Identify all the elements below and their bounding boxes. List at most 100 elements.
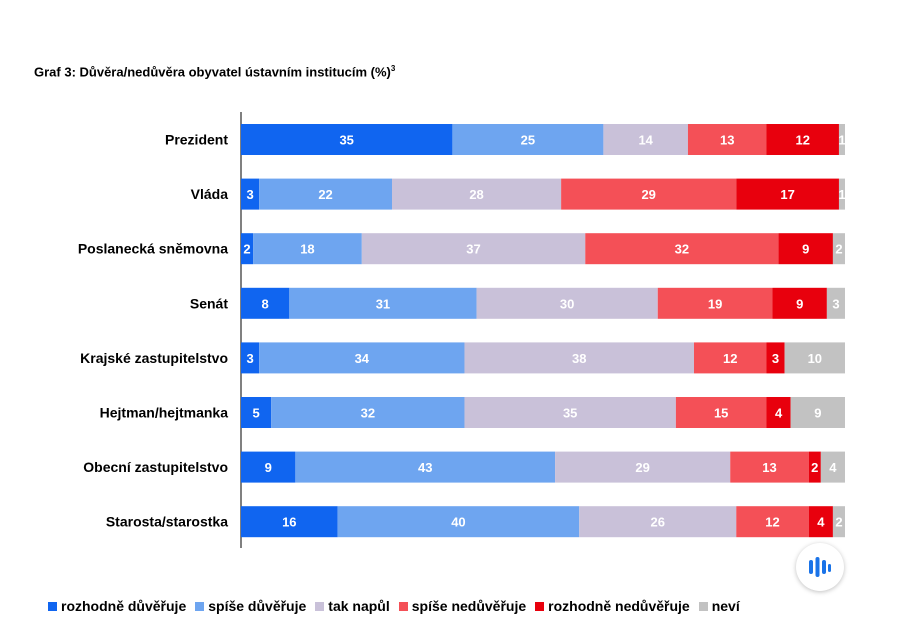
value-label: 22: [318, 187, 332, 202]
value-label: 35: [563, 406, 577, 421]
value-label: 14: [638, 133, 653, 148]
value-label: 31: [376, 296, 390, 311]
category-label: Krajské zastupitelstvo: [80, 350, 228, 366]
legend-item: tak napůl: [315, 598, 390, 614]
bar-segment: [838, 178, 845, 210]
value-label: 34: [355, 351, 370, 366]
bar-segment: [253, 233, 362, 265]
bar-segment: [736, 506, 809, 538]
legend-item: rozhodně nedůvěřuje: [535, 598, 690, 614]
legend-label: neví: [711, 598, 740, 614]
value-label: 15: [714, 406, 728, 421]
bar-segment: [832, 233, 845, 265]
legend-swatch: [398, 601, 408, 611]
value-label: 1: [838, 133, 845, 148]
bar-segment: [675, 397, 767, 428]
bar-segment: [555, 451, 731, 483]
value-label: 32: [675, 242, 689, 257]
bar-segment: [687, 124, 767, 155]
value-label: 16: [282, 515, 296, 530]
value-label: 18: [300, 242, 314, 257]
bar-segment: [772, 287, 827, 319]
value-label: 43: [418, 460, 432, 475]
value-label: 12: [765, 515, 779, 530]
legend-item: neví: [698, 598, 740, 614]
bar-segment: [452, 124, 604, 155]
audio-wave-glyph: [809, 557, 831, 577]
category-label: Senát: [190, 295, 228, 311]
bar-segment: [766, 124, 839, 155]
legend-item: spíše důvěřuje: [195, 598, 306, 614]
audio-wave-icon[interactable]: [796, 543, 844, 591]
value-label: 4: [817, 515, 825, 530]
value-label: 13: [720, 133, 734, 148]
bar-segment: [259, 178, 392, 210]
bar-segment: [808, 506, 833, 538]
value-label: 37: [466, 242, 480, 257]
chart-legend: rozhodně důvěřuje spíše důvěřuje tak napůl…: [48, 598, 749, 614]
bar-segment: [361, 233, 586, 265]
bar-segment: [241, 124, 453, 155]
value-label: 2: [835, 242, 842, 257]
category-label: Starosta/starostka: [106, 514, 228, 530]
bar-segment: [790, 397, 845, 428]
value-label: 35: [339, 133, 353, 148]
bar-segment: [826, 287, 845, 319]
bar-segment: [784, 342, 845, 374]
bar-segment: [289, 287, 477, 319]
legend-swatch: [48, 601, 57, 611]
legend-item: spíše nedůvěřuje: [398, 598, 527, 614]
value-label: 2: [243, 242, 250, 257]
value-label: 3: [772, 351, 779, 366]
category-label: Poslanecká sněmovna: [78, 241, 228, 257]
value-label: 28: [469, 187, 483, 202]
value-label: 9: [265, 460, 272, 475]
value-label: 3: [246, 187, 253, 202]
bar-segment: [561, 178, 737, 210]
bar-segment: [603, 124, 688, 155]
value-label: 29: [635, 460, 649, 475]
legend-swatch: [195, 601, 205, 611]
value-label: 32: [361, 406, 375, 421]
bar-segment: [295, 451, 556, 483]
value-label: 2: [835, 515, 842, 530]
value-label: 25: [521, 133, 535, 148]
bar-segment: [241, 233, 254, 265]
bar-segment: [271, 397, 465, 428]
value-label: 17: [780, 187, 794, 202]
value-label: 8: [262, 296, 269, 311]
value-label: 29: [641, 187, 655, 202]
legend-label: spíše nedůvěřuje: [411, 598, 527, 614]
bar-segment: [241, 397, 272, 428]
legend-label: spíše důvěřuje: [208, 598, 307, 614]
bar-segment: [694, 342, 767, 374]
bar-segment: [241, 178, 260, 210]
bar-segment: [730, 451, 809, 483]
legend-label: tak napůl: [328, 598, 390, 614]
chart-title: Graf 3: Důvěra/nedůvěra obyvatel ústavní…: [34, 64, 396, 80]
bar-segment: [736, 178, 839, 210]
bar-segment: [241, 287, 290, 319]
bar-segment: [392, 178, 562, 210]
value-label: 10: [808, 351, 822, 366]
value-label: 5: [252, 406, 259, 421]
value-label: 2: [811, 460, 818, 475]
legend-label: rozhodně důvěřuje: [61, 598, 187, 614]
bar-segment: [241, 342, 260, 374]
value-label: 9: [802, 242, 809, 257]
value-label: 1: [838, 187, 845, 202]
bar-segment: [766, 397, 791, 428]
value-label: 26: [651, 515, 665, 530]
bar-segment: [778, 233, 833, 265]
legend-item: rozhodně důvěřuje: [48, 598, 186, 614]
value-label: 19: [708, 296, 722, 311]
value-label: 9: [814, 406, 821, 421]
bar-segment: [832, 506, 845, 538]
bar-segment: [337, 506, 580, 538]
category-label: Vláda: [191, 186, 229, 202]
value-label: 4: [775, 406, 783, 421]
bar-segment: [808, 451, 821, 483]
bar-segment: [464, 397, 676, 428]
bar-segment: [766, 342, 785, 374]
value-label: 4: [829, 460, 837, 475]
